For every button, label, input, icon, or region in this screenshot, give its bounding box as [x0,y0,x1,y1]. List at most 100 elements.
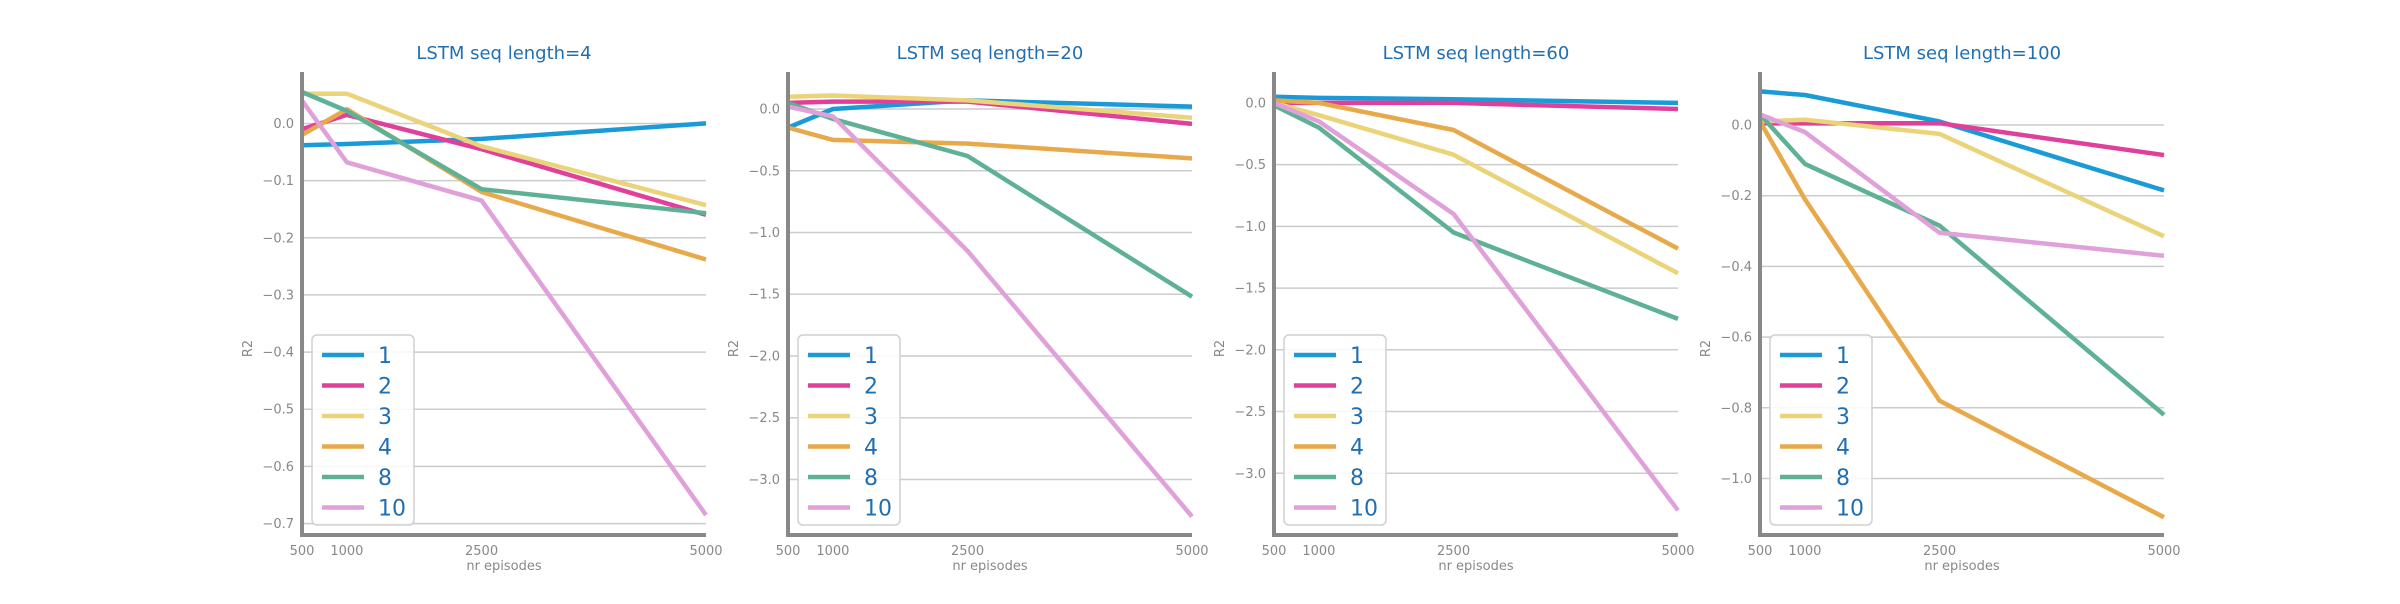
legend-label: 3 [864,405,878,430]
series-line-4 [787,125,1193,161]
y-tick-label: −0.8 [1720,401,1752,416]
y-tick-label: −2.0 [1234,343,1266,358]
y-axis-label: R2 [1213,340,1228,357]
y-tick-label: −1.0 [748,226,780,241]
series-line-2 [787,99,1193,127]
series-line-1 [1273,94,1679,106]
legend-label: 4 [864,436,878,461]
chart-panel-3: 0.0 −0.5 −1.0 −1.5 −2.0 −2.5 −3.0 500 1000 2500 50… [1213,43,1695,574]
series-line-10 [1759,112,2165,259]
x-tick-label: 500 [1262,544,1287,559]
y-tick-label: −1.0 [1234,220,1266,235]
legend-label: 8 [1350,466,1364,491]
y-tick-label: −2.5 [748,411,780,426]
x-tick-label: 2500 [1437,544,1470,559]
legend: 1 2 3 4 8 10 [1283,334,1387,526]
y-tick-label: 0.0 [1731,119,1752,134]
y-tick-label: −0.7 [262,517,294,532]
legend-label: 2 [378,375,392,400]
y-tick-label: 0.0 [1245,96,1266,111]
series-line-3 [1759,117,2165,239]
legend-label: 10 [1836,497,1864,522]
series-line-4 [300,106,707,262]
legend-label: 2 [1836,375,1850,400]
chart-panel-4: 0.0 −0.2 −0.4 −0.6 −0.8 −1.0 500 1000 2500 5000 LS… [1699,43,2181,574]
x-tick-label: 5000 [1175,544,1208,559]
x-tick-label: 2500 [1923,544,1956,559]
chart-title: LSTM seq length=60 [1383,43,1570,64]
legend: 1 2 3 4 8 10 [311,334,415,526]
x-tick-label: 1000 [1302,544,1335,559]
series-line-10 [300,99,708,517]
y-tick-label: −0.5 [748,164,780,179]
legend: 1 2 3 4 8 10 [1769,334,1873,526]
series-line-2 [1760,120,2165,158]
x-axis-label: nr episodes [466,559,542,574]
legend-label: 1 [1350,344,1364,369]
legend-label: 8 [378,466,392,491]
y-tick-label: −1.0 [1720,472,1752,487]
chart-title: LSTM seq length=20 [897,43,1084,64]
legend-label: 3 [1836,405,1850,430]
y-tick-label: −0.5 [262,403,294,418]
x-tick-label: 1000 [1788,544,1821,559]
series-line-4 [1273,98,1680,251]
y-tick-label: −3.0 [1234,467,1266,482]
legend-label: 4 [1350,436,1364,461]
chart-title: LSTM seq length=4 [416,43,591,64]
legend-label: 1 [378,344,392,369]
y-axis-label: R2 [1699,340,1714,357]
x-tick-label: 5000 [689,544,722,559]
y-tick-label: −1.5 [748,288,780,303]
y-axis-label: R2 [241,340,256,357]
y-tick-label: −3.0 [748,473,780,488]
legend-label: 8 [1836,466,1850,491]
y-tick-label: −0.5 [1234,158,1266,173]
y-tick-label: −0.2 [1720,189,1752,204]
legend-label: 1 [1836,344,1850,369]
y-tick-label: −0.4 [262,346,294,361]
y-tick-label: 0.0 [759,103,780,118]
y-tick-label: −0.1 [262,174,294,189]
legend-label: 3 [378,405,392,430]
series-line-3 [1273,100,1680,276]
y-tick-label: −0.3 [262,288,294,303]
x-tick-label: 2500 [465,544,498,559]
y-tick-label: 0.0 [273,117,294,132]
x-tick-label: 2500 [951,544,984,559]
series-line-8 [301,89,707,216]
series-line-10 [1273,100,1680,512]
series-line-4 [1758,120,2166,520]
x-tick-label: 500 [776,544,801,559]
y-tick-label: −0.6 [1720,331,1752,346]
chart-title: LSTM seq length=100 [1863,43,2061,64]
legend-label: 1 [864,344,878,369]
series-line-3 [302,91,707,208]
y-tick-label: −0.2 [262,231,294,246]
y-tick-label: −2.5 [1234,405,1266,420]
x-tick-label: 500 [1748,544,1773,559]
series-line-8 [1758,112,2166,417]
legend-label: 4 [378,436,392,461]
legend-label: 10 [864,497,892,522]
legend-label: 10 [1350,497,1378,522]
chart-panel-2: 0.0 −0.5 −1.0 −1.5 −2.0 −2.5 −3.0 500 1000 2500 50… [727,43,1209,574]
legend-label: 3 [1350,405,1364,430]
legend-label: 8 [864,466,878,491]
y-tick-label: −0.4 [1720,260,1752,275]
y-tick-label: −1.5 [1234,282,1266,297]
legend-label: 10 [378,497,406,522]
x-tick-label: 1000 [330,544,363,559]
x-tick-label: 5000 [2147,544,2180,559]
x-axis-label: nr episodes [1924,559,2000,574]
x-tick-label: 5000 [1661,544,1694,559]
x-tick-label: 1000 [816,544,849,559]
series-line-8 [1272,103,1679,321]
legend: 1 2 3 4 8 10 [797,334,901,526]
series-line-1 [1759,89,2165,193]
x-axis-label: nr episodes [1438,559,1514,574]
legend-label: 4 [1836,436,1850,461]
